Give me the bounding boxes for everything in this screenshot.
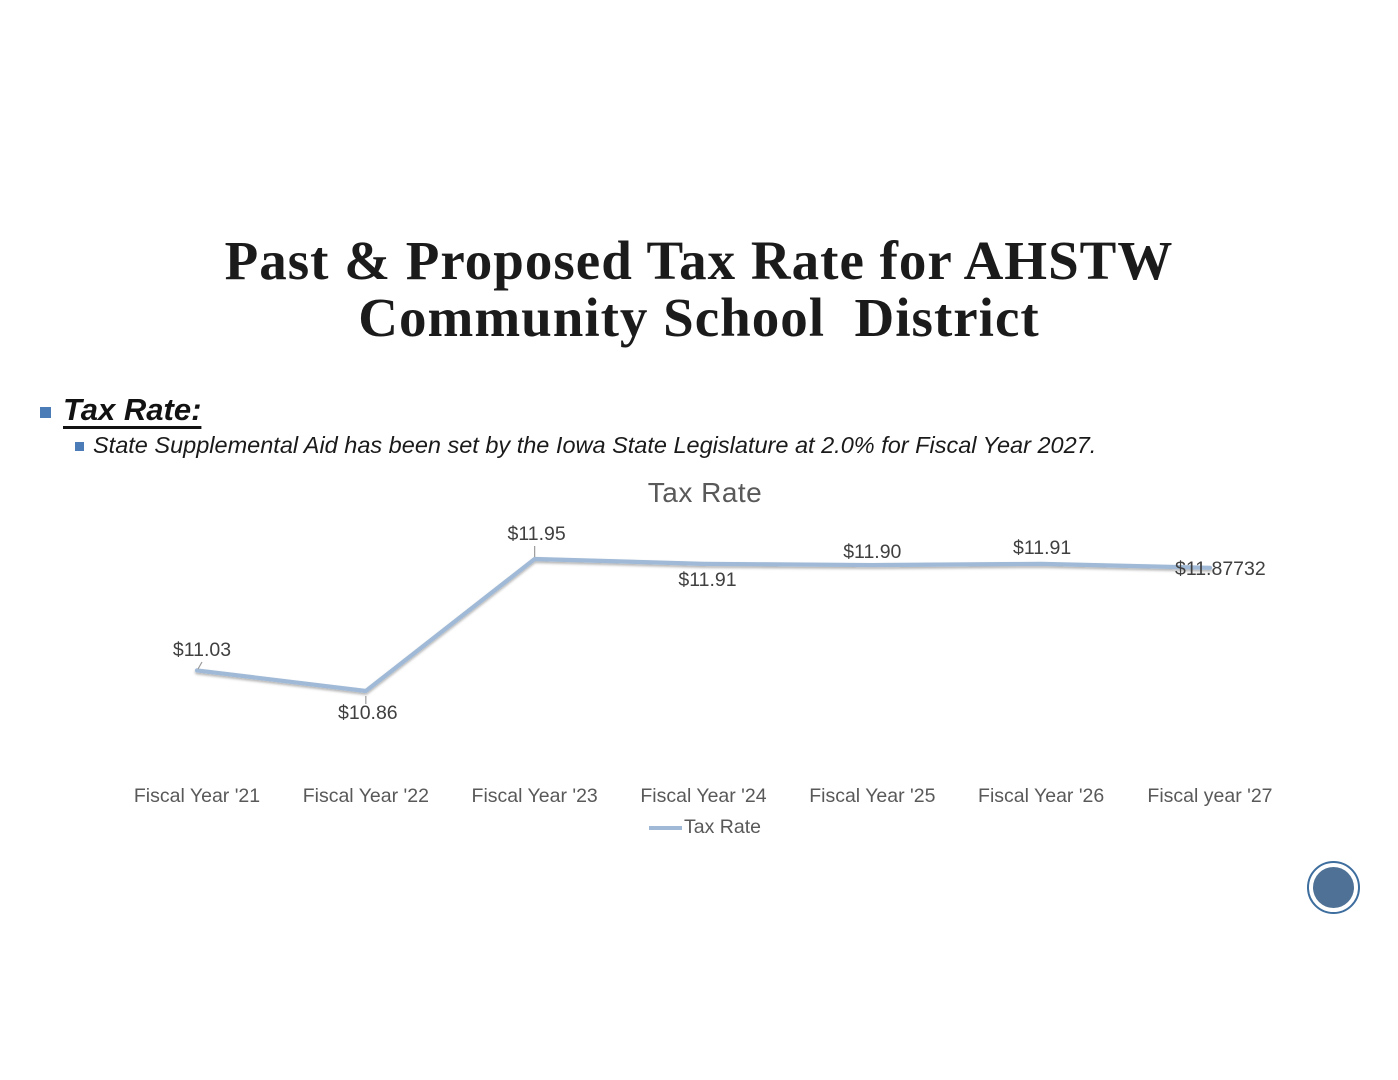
legend-line-swatch-icon — [649, 825, 683, 830]
badge-inner-circle — [1313, 867, 1354, 908]
x-axis-label: Fiscal year '27 — [1147, 785, 1272, 807]
tax-rate-heading: Tax Rate: — [63, 392, 202, 427]
data-label: $11.87732 — [1175, 558, 1266, 580]
data-label: $11.91 — [678, 569, 736, 591]
slide-title: Past & Proposed Tax Rate for AHSTW Commun… — [0, 232, 1398, 346]
x-axis-label: Fiscal Year '25 — [809, 785, 935, 807]
bullet-square-level1-icon — [40, 407, 51, 418]
x-axis-label: Fiscal Year '24 — [640, 785, 766, 807]
data-label: $11.95 — [508, 523, 566, 545]
supplemental-aid-text: State Supplemental Aid has been set by t… — [93, 432, 1097, 458]
x-axis-label: Fiscal Year '26 — [978, 785, 1104, 807]
legend-label: Tax Rate — [684, 816, 761, 838]
slide-title-line2: Community School District — [358, 287, 1040, 348]
data-label: $11.91 — [1013, 537, 1071, 559]
chart-title: Tax Rate — [647, 477, 763, 508]
x-axis-label: Fiscal Year '21 — [134, 785, 260, 807]
page-number-badge — [1307, 861, 1360, 914]
data-label: $11.03 — [173, 639, 231, 661]
data-label: $11.90 — [843, 541, 901, 563]
x-axis-label: Fiscal Year '22 — [303, 785, 429, 807]
chart-legend: Tax Rate — [120, 816, 1290, 839]
bullet-square-level2-icon — [75, 442, 84, 451]
tax-rate-line-chart: $11.03 $10.86 $11.95 $11.91 $11.90 $11.91 $11.… — [134, 523, 1273, 807]
slide-title-line1: Past & Proposed Tax Rate for AHSTW — [224, 230, 1174, 291]
chart-line — [194, 556, 1213, 694]
leader-line — [197, 661, 203, 670]
data-label: $10.86 — [338, 702, 398, 724]
x-axis-label: Fiscal Year '23 — [472, 785, 598, 807]
